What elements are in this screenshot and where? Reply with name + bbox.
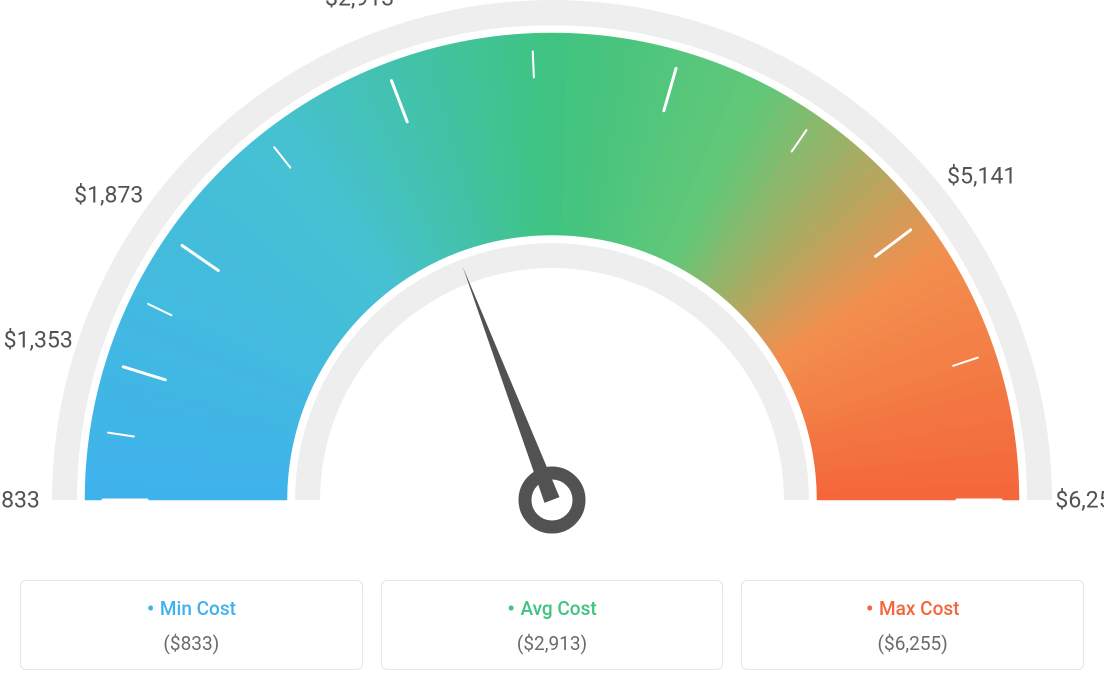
legend-title-max: Max Cost bbox=[752, 597, 1073, 622]
gauge-tick-label: $833 bbox=[0, 487, 40, 514]
gauge-tick-label: $5,141 bbox=[947, 163, 1016, 190]
gauge-tick-label: $2,913 bbox=[325, 0, 394, 11]
legend-card-min: Min Cost ($833) bbox=[20, 580, 363, 670]
legend-title-avg: Avg Cost bbox=[392, 597, 713, 622]
gauge-tick-label: $1,353 bbox=[4, 327, 73, 354]
legend-value-avg: ($2,913) bbox=[392, 632, 713, 655]
gauge-chart-container: $833$1,353$1,873$2,913$4,027$5,141$6,255… bbox=[0, 0, 1104, 690]
gauge-svg bbox=[0, 0, 1104, 560]
legend-card-avg: Avg Cost ($2,913) bbox=[381, 580, 724, 670]
legend-title-min: Min Cost bbox=[31, 597, 352, 622]
legend-value-min: ($833) bbox=[31, 632, 352, 655]
legend-row: Min Cost ($833) Avg Cost ($2,913) Max Co… bbox=[20, 580, 1084, 670]
legend-value-max: ($6,255) bbox=[752, 632, 1073, 655]
legend-card-max: Max Cost ($6,255) bbox=[741, 580, 1084, 670]
gauge-tick-label: $1,873 bbox=[74, 182, 143, 209]
gauge-area: $833$1,353$1,873$2,913$4,027$5,141$6,255 bbox=[0, 0, 1104, 560]
gauge-tick-label: $6,255 bbox=[1055, 487, 1104, 514]
